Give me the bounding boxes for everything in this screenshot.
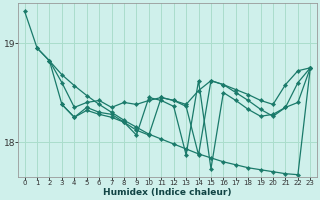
X-axis label: Humidex (Indice chaleur): Humidex (Indice chaleur) (103, 188, 232, 197)
